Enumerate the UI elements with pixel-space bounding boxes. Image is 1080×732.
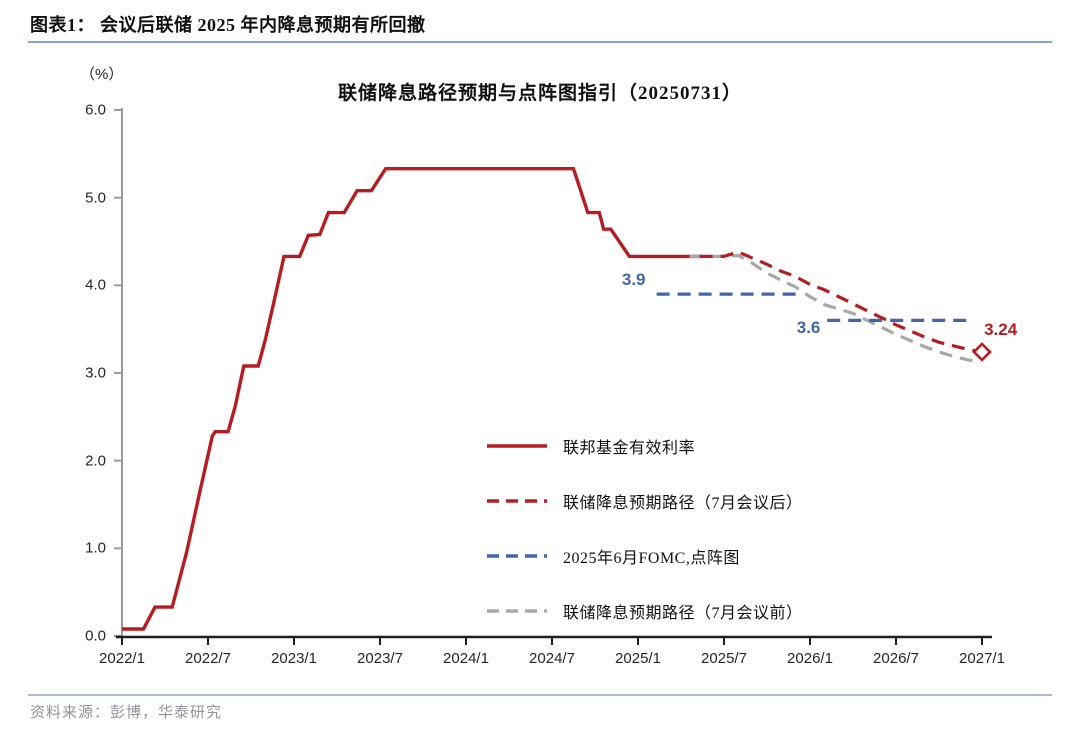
y-tick-label: 4.0 — [85, 276, 106, 294]
legend-item: 联储降息预期路径（7月会议前） — [486, 583, 803, 638]
value-annotation: 3.24 — [984, 320, 1018, 340]
chart-legend: 联邦基金有效利率联储降息预期路径（7月会议后） 2025年6月FOMC,点阵图联储… — [486, 418, 803, 638]
x-tick-label: 2023/7 — [357, 650, 403, 667]
value-annotation: 3.6 — [796, 318, 821, 338]
series-solid-line — [122, 166, 703, 631]
series-dashed-line — [699, 250, 983, 354]
x-tick-label: 2027/1 — [959, 650, 1005, 667]
y-tick-label: 1.0 — [85, 539, 106, 557]
x-tick-label: 2026/7 — [873, 650, 919, 667]
legend-swatch-solid-line — [487, 443, 547, 448]
legend-swatch-dashed-line — [487, 608, 547, 613]
y-tick-label: 0.0 — [85, 627, 106, 645]
legend-label: 联储降息预期路径（7月会议后） — [563, 494, 803, 512]
x-tick-label: 2025/7 — [701, 650, 747, 667]
footer-divider — [28, 694, 1052, 696]
x-tick-label: 2026/1 — [787, 650, 833, 667]
x-tick-label: 2022/7 — [185, 650, 231, 667]
x-tick-label: 2024/1 — [443, 650, 489, 667]
legend-swatch-dashed-line — [487, 498, 547, 503]
legend-item: 联邦基金有效利率 — [486, 418, 803, 473]
source-note: 资料来源：彭博，华泰研究 — [30, 705, 223, 721]
legend-swatch-dashed-line — [487, 553, 547, 558]
legend-label: 2025年6月FOMC,点阵图 — [563, 549, 740, 567]
series-dashed-line — [689, 253, 981, 365]
y-tick-label: 2.0 — [85, 452, 106, 470]
legend-label: 联邦基金有效利率 — [563, 439, 696, 457]
caption-divider — [28, 41, 1052, 43]
x-tick-label: 2024/7 — [529, 650, 575, 667]
y-axis-unit-label: （%） — [80, 66, 124, 83]
value-annotation: 3.9 — [621, 270, 646, 290]
x-tick-label: 2022/1 — [99, 650, 145, 667]
x-tick-label: 2023/1 — [271, 650, 317, 667]
legend-item: 联储降息预期路径（7月会议后） — [486, 473, 803, 528]
y-tick-label: 5.0 — [85, 189, 106, 207]
legend-label: 联储降息预期路径（7月会议前） — [563, 604, 803, 622]
y-tick-label: 3.0 — [85, 364, 106, 382]
figure-caption: 图表1： 会议后联储 2025 年内降息预期有所回撤 — [30, 15, 426, 35]
y-tick-label: 6.0 — [85, 101, 106, 119]
x-tick-label: 2025/1 — [615, 650, 661, 667]
end-diamond-marker — [972, 342, 992, 362]
chart-title: 联储降息路径预期与点阵图指引（20250731） — [337, 83, 742, 104]
legend-item: 2025年6月FOMC,点阵图 — [486, 528, 803, 583]
